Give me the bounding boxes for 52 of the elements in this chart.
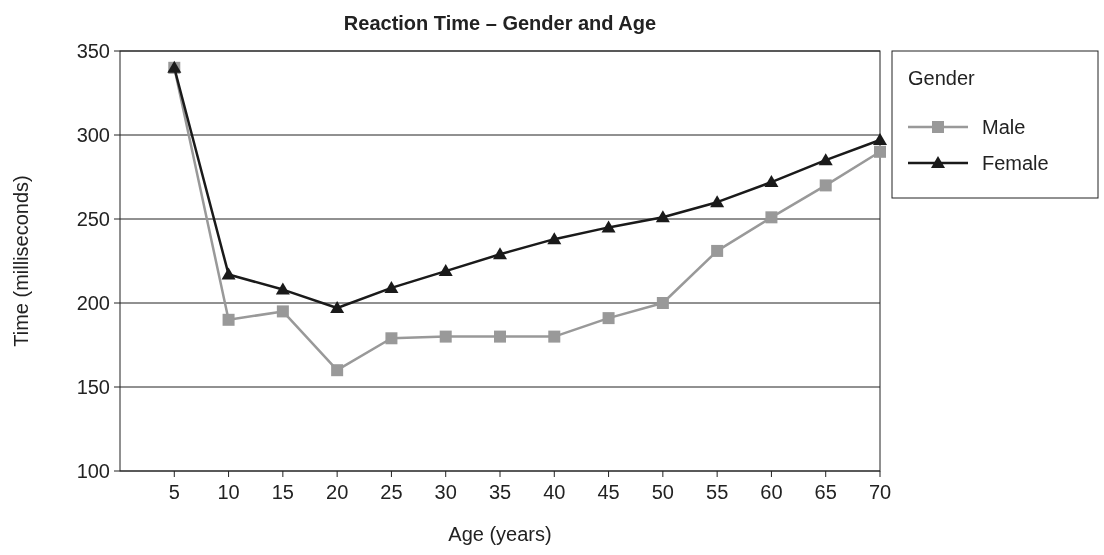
point — [222, 313, 235, 326]
point — [601, 220, 616, 233]
point — [874, 145, 886, 158]
chart-title: Reaction Time – Gender and Age — [343, 12, 657, 34]
y-axis-title: Time (milliseconds) — [10, 175, 32, 347]
y-tick-label: 150 — [76, 376, 110, 398]
y-tick-label: 350 — [76, 40, 110, 62]
x-tick-label: 40 — [543, 481, 566, 503]
point — [439, 330, 452, 343]
point — [819, 179, 832, 192]
point — [494, 330, 506, 343]
point — [385, 332, 398, 345]
point — [275, 282, 290, 295]
point — [655, 210, 670, 223]
x-tick-label: 30 — [434, 481, 457, 503]
y-tick-label: 200 — [76, 292, 110, 314]
x-tick-label: 10 — [217, 481, 240, 503]
x-tick-label: 20 — [326, 481, 349, 503]
y-tick-label: 250 — [76, 208, 110, 230]
point — [547, 232, 562, 245]
x-tick-label: 45 — [597, 481, 620, 503]
point — [438, 264, 453, 277]
point — [221, 267, 236, 280]
point — [331, 364, 344, 377]
point — [764, 175, 779, 188]
point — [384, 280, 399, 293]
x-tick-label: 60 — [760, 481, 783, 503]
legend-label: Female — [982, 152, 1049, 174]
x-tick-label: 55 — [706, 481, 729, 503]
point — [656, 297, 669, 309]
legend-label: Male — [982, 116, 1026, 138]
point — [276, 305, 289, 318]
x-tick-label: 25 — [380, 481, 403, 503]
y-tick-label: 100 — [76, 460, 110, 482]
point — [548, 330, 561, 343]
x-tick-label: 50 — [651, 481, 674, 503]
x-tick-label: 70 — [868, 481, 892, 503]
point — [765, 211, 778, 224]
point — [330, 301, 345, 314]
x-tick-label: 65 — [814, 481, 837, 503]
x-tick-label: 5 — [168, 481, 180, 503]
x-tick-label: 15 — [271, 481, 294, 503]
point — [602, 312, 615, 325]
point — [818, 153, 833, 166]
x-axis-title: Age (years) — [448, 523, 552, 545]
point — [711, 244, 724, 257]
point — [873, 133, 887, 146]
point — [710, 195, 725, 208]
y-tick-label: 300 — [76, 124, 110, 146]
point — [493, 247, 507, 260]
legend-title: Gender — [908, 67, 976, 89]
x-tick-label: 35 — [488, 481, 512, 503]
